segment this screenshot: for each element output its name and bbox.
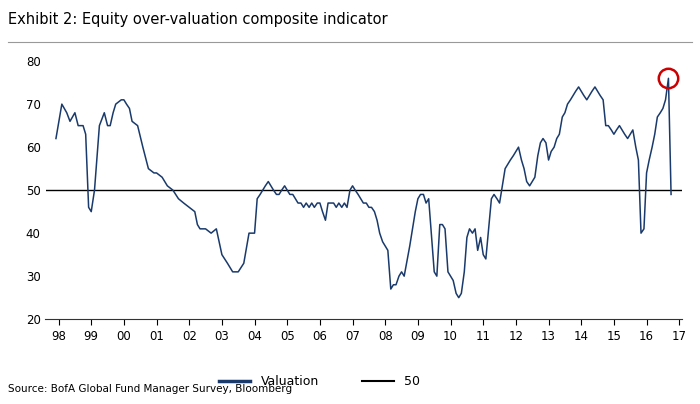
Text: Exhibit 2: Equity over-valuation composite indicator: Exhibit 2: Equity over-valuation composi… (8, 12, 388, 27)
Text: Source: BofA Global Fund Manager Survey, Bloomberg: Source: BofA Global Fund Manager Survey,… (8, 384, 293, 394)
Legend: Valuation, 50: Valuation, 50 (214, 370, 425, 393)
